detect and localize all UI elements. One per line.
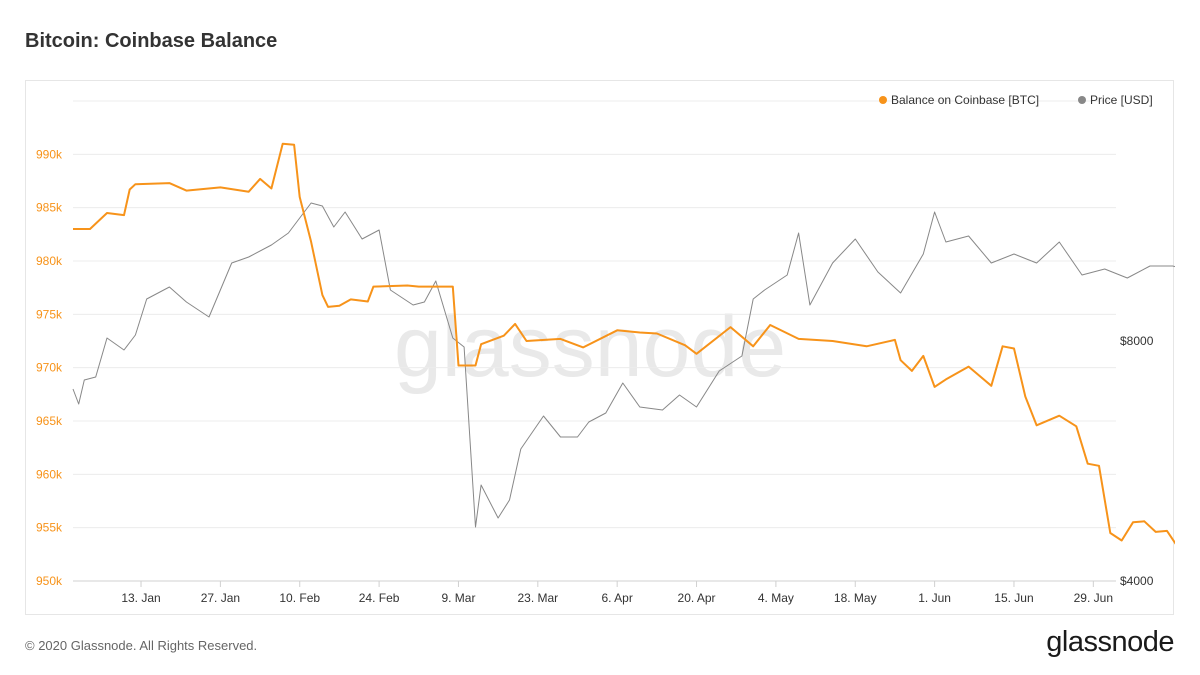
legend-item-balance[interactable]: Balance on Coinbase [BTC] — [879, 93, 1039, 107]
x-tick-label: 18. May — [834, 591, 877, 605]
glassnode-logo[interactable]: glassnode — [1046, 626, 1174, 658]
legend: Balance on Coinbase [BTC] Price [USD] — [879, 93, 1153, 107]
watermark: glassnode — [394, 299, 786, 395]
y-left-tick-label: 955k — [36, 521, 63, 535]
legend-price-label: Price [USD] — [1090, 93, 1153, 107]
y-left-tick-label: 985k — [36, 201, 63, 215]
x-tick-label: 27. Jan — [201, 591, 240, 605]
copyright-text: © 2020 Glassnode. All Rights Reserved. — [25, 638, 258, 653]
x-tick-label: 24. Feb — [359, 591, 400, 605]
y-left-tick-label: 990k — [36, 147, 63, 161]
y-left-tick-label: 970k — [36, 361, 63, 375]
x-tick-label: 23. Mar — [517, 591, 558, 605]
grid-lines — [73, 100, 1116, 582]
y-axis-left: 950k 955k 960k 965k 970k 975k 980k 985k 990k — [36, 147, 63, 588]
legend-balance-marker — [879, 96, 887, 104]
x-tick-label: 29. Jun — [1074, 591, 1113, 605]
y-left-tick-label: 965k — [36, 414, 63, 428]
y-right-tick-label: $4000 — [1120, 574, 1154, 588]
legend-balance-label: Balance on Coinbase [BTC] — [891, 93, 1039, 107]
y-axis-right: $4000 $8000 — [1120, 334, 1154, 588]
balance-line[interactable] — [73, 142, 1175, 553]
coinbase-balance-chart: glassnode 950k 955k 960k 965k 970k 975k 980k 98… — [36, 93, 1175, 605]
y-left-tick-label: 975k — [36, 307, 63, 321]
page-title: Bitcoin: Coinbase Balance — [25, 30, 278, 52]
x-tick-label: 1. Jun — [918, 591, 951, 605]
x-tick-label: 9. Mar — [441, 591, 475, 605]
legend-price-marker — [1078, 96, 1086, 104]
y-left-tick-label: 980k — [36, 254, 63, 268]
series-lines — [72, 142, 1175, 553]
x-tick-label: 10. Feb — [279, 591, 320, 605]
x-tick-label: 20. Apr — [678, 591, 716, 605]
x-tick-label: 6. Apr — [601, 591, 632, 605]
x-axis: 13. Jan 27. Jan 10. Feb 24. Feb 9. Mar 23. Ma… — [73, 580, 1116, 605]
x-tick-label: 4. May — [758, 591, 794, 605]
price-line[interactable] — [72, 202, 1175, 528]
x-tick-label: 13. Jan — [121, 591, 160, 605]
y-right-tick-label: $8000 — [1120, 334, 1154, 348]
x-tick-label: 15. Jun — [994, 591, 1033, 605]
y-left-tick-label: 950k — [36, 574, 63, 588]
chart-frame: glassnode 950k 955k 960k 965k 970k 975k 980k 98… — [25, 80, 1175, 615]
y-left-tick-label: 960k — [36, 467, 63, 481]
legend-item-price[interactable]: Price [USD] — [1078, 93, 1153, 107]
